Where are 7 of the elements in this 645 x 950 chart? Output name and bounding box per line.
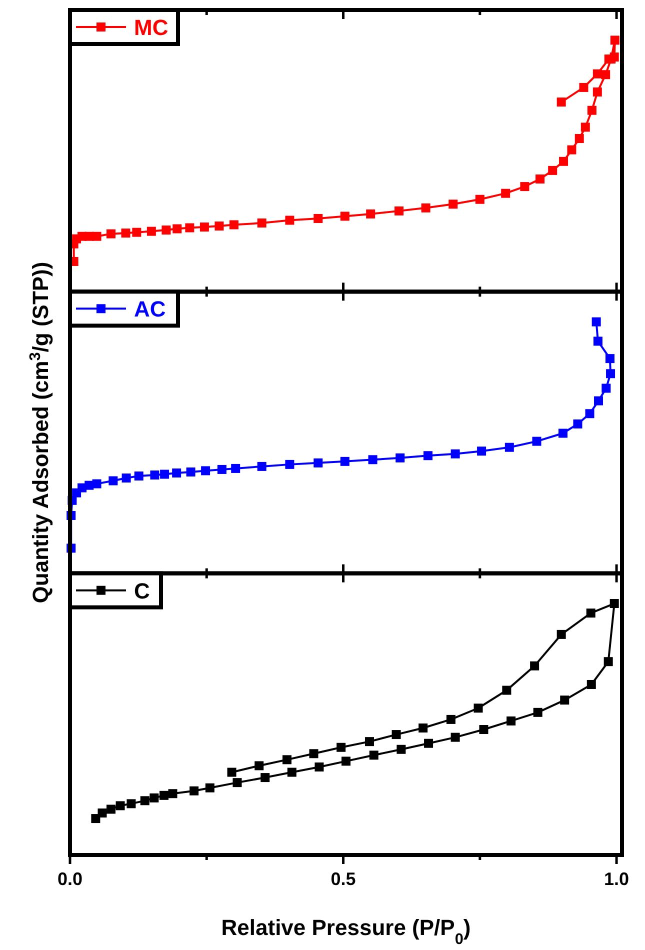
legend-label: AC [134,296,166,322]
x-axis-title: Relative Pressure (P/P$_{0}$) [221,915,471,948]
x-tick-label: 0.5 [330,869,356,889]
x-tick-label: 1.0 [604,869,630,889]
legend-label: C [134,578,150,604]
x-tick-label: 0.0 [57,869,83,889]
legend-label: MC [134,15,168,40]
